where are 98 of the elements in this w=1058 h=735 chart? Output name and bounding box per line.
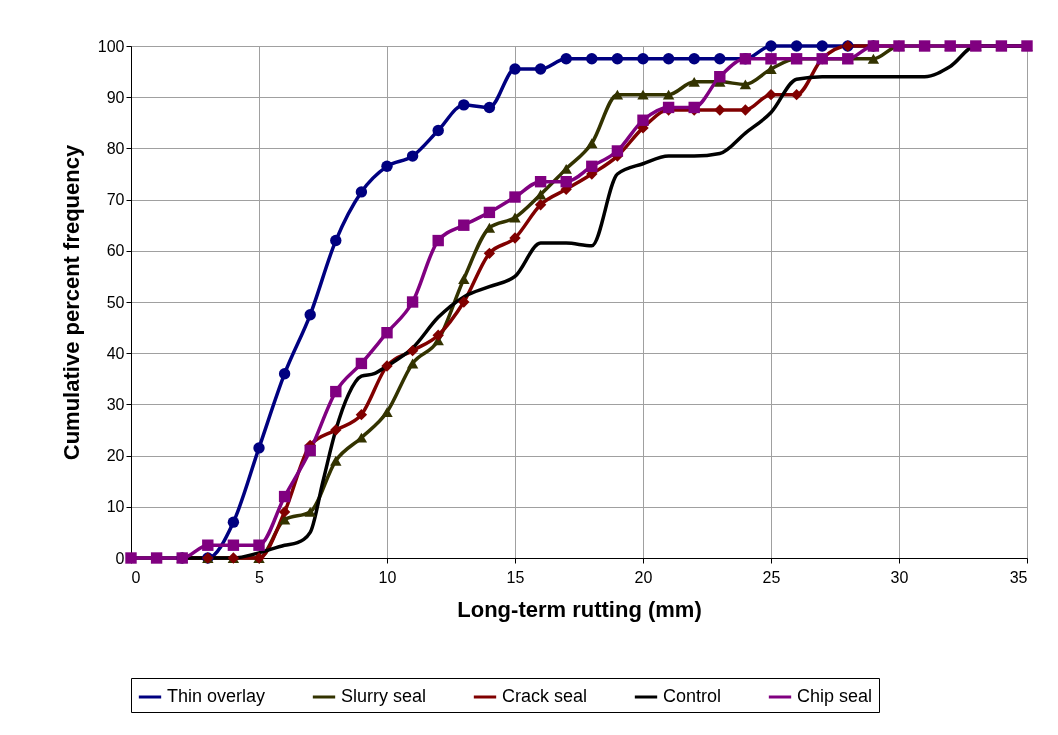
point (662, 89, 675, 100)
point (381, 160, 393, 173)
point (330, 234, 342, 247)
x-tick-label: 35 (1009, 568, 1028, 586)
point (534, 175, 547, 188)
x-tick-label: 30 (890, 568, 909, 586)
legend-label: Thin overlay (167, 686, 266, 706)
point (406, 296, 419, 308)
point (534, 199, 547, 211)
point (304, 444, 316, 457)
point (509, 212, 521, 223)
point (534, 63, 547, 75)
point (381, 360, 393, 372)
y-tick-label: 0 (115, 549, 125, 567)
legend-label: Crack seal (502, 686, 588, 706)
legend-label: Chip seal (797, 686, 873, 706)
point (432, 234, 444, 247)
point (330, 455, 342, 466)
point (432, 329, 444, 341)
legend-label: Control (663, 686, 722, 706)
point (560, 53, 572, 65)
x-tick-label: 25 (762, 568, 781, 586)
x-tick-label: 0 (131, 568, 141, 586)
point (125, 552, 137, 564)
point (355, 357, 368, 370)
point (765, 53, 777, 65)
point (227, 516, 240, 528)
point (406, 150, 419, 162)
point (637, 89, 649, 100)
y-tick-label: 20 (106, 447, 125, 465)
point (586, 53, 598, 65)
point (304, 309, 316, 321)
point (483, 247, 496, 260)
point (278, 490, 291, 503)
point (790, 40, 803, 52)
point (560, 163, 572, 174)
point (483, 222, 496, 233)
point (483, 206, 496, 219)
point (611, 53, 624, 65)
point (330, 385, 342, 398)
y-tick-label: 10 (106, 498, 125, 516)
point (278, 367, 291, 380)
point (816, 40, 828, 52)
point (278, 506, 291, 518)
x-tick-label: 15 (506, 568, 525, 586)
legend-label: Slurry seal (341, 686, 427, 706)
point (867, 53, 880, 64)
point (509, 232, 521, 244)
point (406, 358, 419, 369)
point (739, 79, 752, 90)
x-axis-title: Long-term rutting (mm) (457, 596, 702, 622)
point (765, 40, 777, 52)
point (586, 138, 598, 149)
y-tick-label: 90 (106, 88, 125, 106)
y-tick-label: 50 (106, 293, 125, 311)
point (765, 88, 777, 101)
point (765, 64, 777, 74)
y-tick-label: 60 (106, 242, 125, 260)
point (227, 539, 240, 551)
point (458, 274, 470, 284)
point (586, 160, 598, 173)
point (381, 407, 393, 418)
point (330, 424, 342, 436)
point (483, 101, 496, 114)
x-tick-label: 5 (255, 568, 265, 586)
point (355, 186, 368, 198)
point (688, 76, 700, 87)
point (662, 53, 675, 65)
point (509, 63, 521, 75)
y-tick-label: 30 (106, 395, 125, 413)
point (458, 219, 470, 231)
y-tick-label: 100 (97, 37, 125, 55)
point (406, 344, 419, 357)
point (688, 53, 700, 65)
point (150, 552, 163, 564)
point (458, 99, 470, 111)
x-tick-label: 10 (378, 568, 397, 586)
y-tick-label: 40 (106, 344, 125, 362)
y-tick-label: 80 (106, 139, 125, 157)
point (432, 124, 444, 137)
point (304, 506, 316, 517)
point (381, 327, 393, 339)
point (202, 539, 214, 551)
point (355, 408, 368, 421)
x-tick-label: 20 (634, 568, 653, 586)
point (253, 539, 265, 551)
point (637, 114, 649, 126)
y-axis-title: Cumulative percent frequency (58, 144, 84, 461)
point (560, 175, 572, 188)
point (458, 296, 470, 308)
y-tick-label: 70 (106, 191, 125, 209)
point (611, 145, 624, 157)
point (637, 53, 649, 65)
point (253, 442, 265, 454)
point (714, 104, 726, 116)
point (714, 53, 726, 65)
point (509, 191, 521, 203)
point (714, 71, 726, 83)
